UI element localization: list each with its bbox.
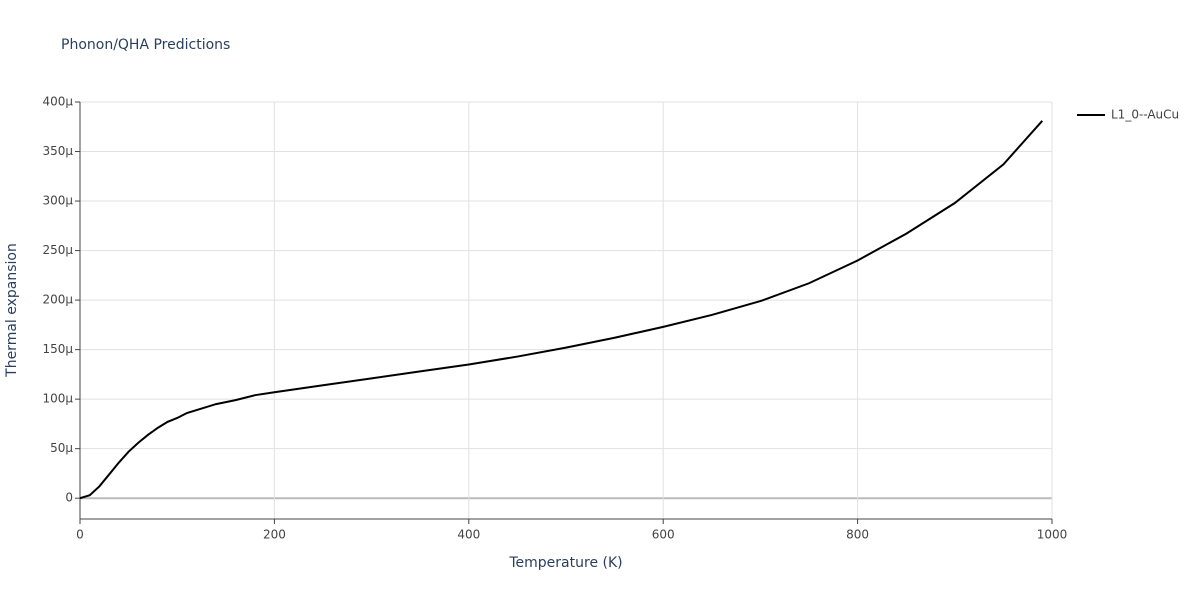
x-axis-title: Temperature (K) (508, 555, 622, 571)
y-axis-title: Thermal expansion (4, 243, 20, 378)
y-tick-label: 0 (65, 491, 73, 505)
y-tick-label: 400μ (42, 95, 73, 109)
y-tick-label: 200μ (42, 293, 73, 307)
y-tick-label: 50μ (50, 441, 73, 455)
x-tick-label: 600 (652, 528, 675, 542)
y-tick-label: 300μ (42, 194, 73, 208)
data-line (79, 120, 1044, 500)
y-tick-label: 250μ (42, 243, 73, 257)
legend-label: L1_0--AuCu (1111, 108, 1179, 122)
x-tick-label: 800 (846, 528, 869, 542)
y-tick-label: 100μ (42, 392, 73, 406)
x-tick-label: 1000 (1037, 528, 1068, 542)
x-tick-label: 200 (263, 528, 286, 542)
y-tick-label: 350μ (42, 144, 73, 158)
x-tick-label: 0 (76, 528, 84, 542)
x-tick-label: 400 (457, 528, 480, 542)
y-tick-label: 150μ (42, 342, 73, 356)
chart-title: Phonon/QHA Predictions (61, 37, 230, 53)
